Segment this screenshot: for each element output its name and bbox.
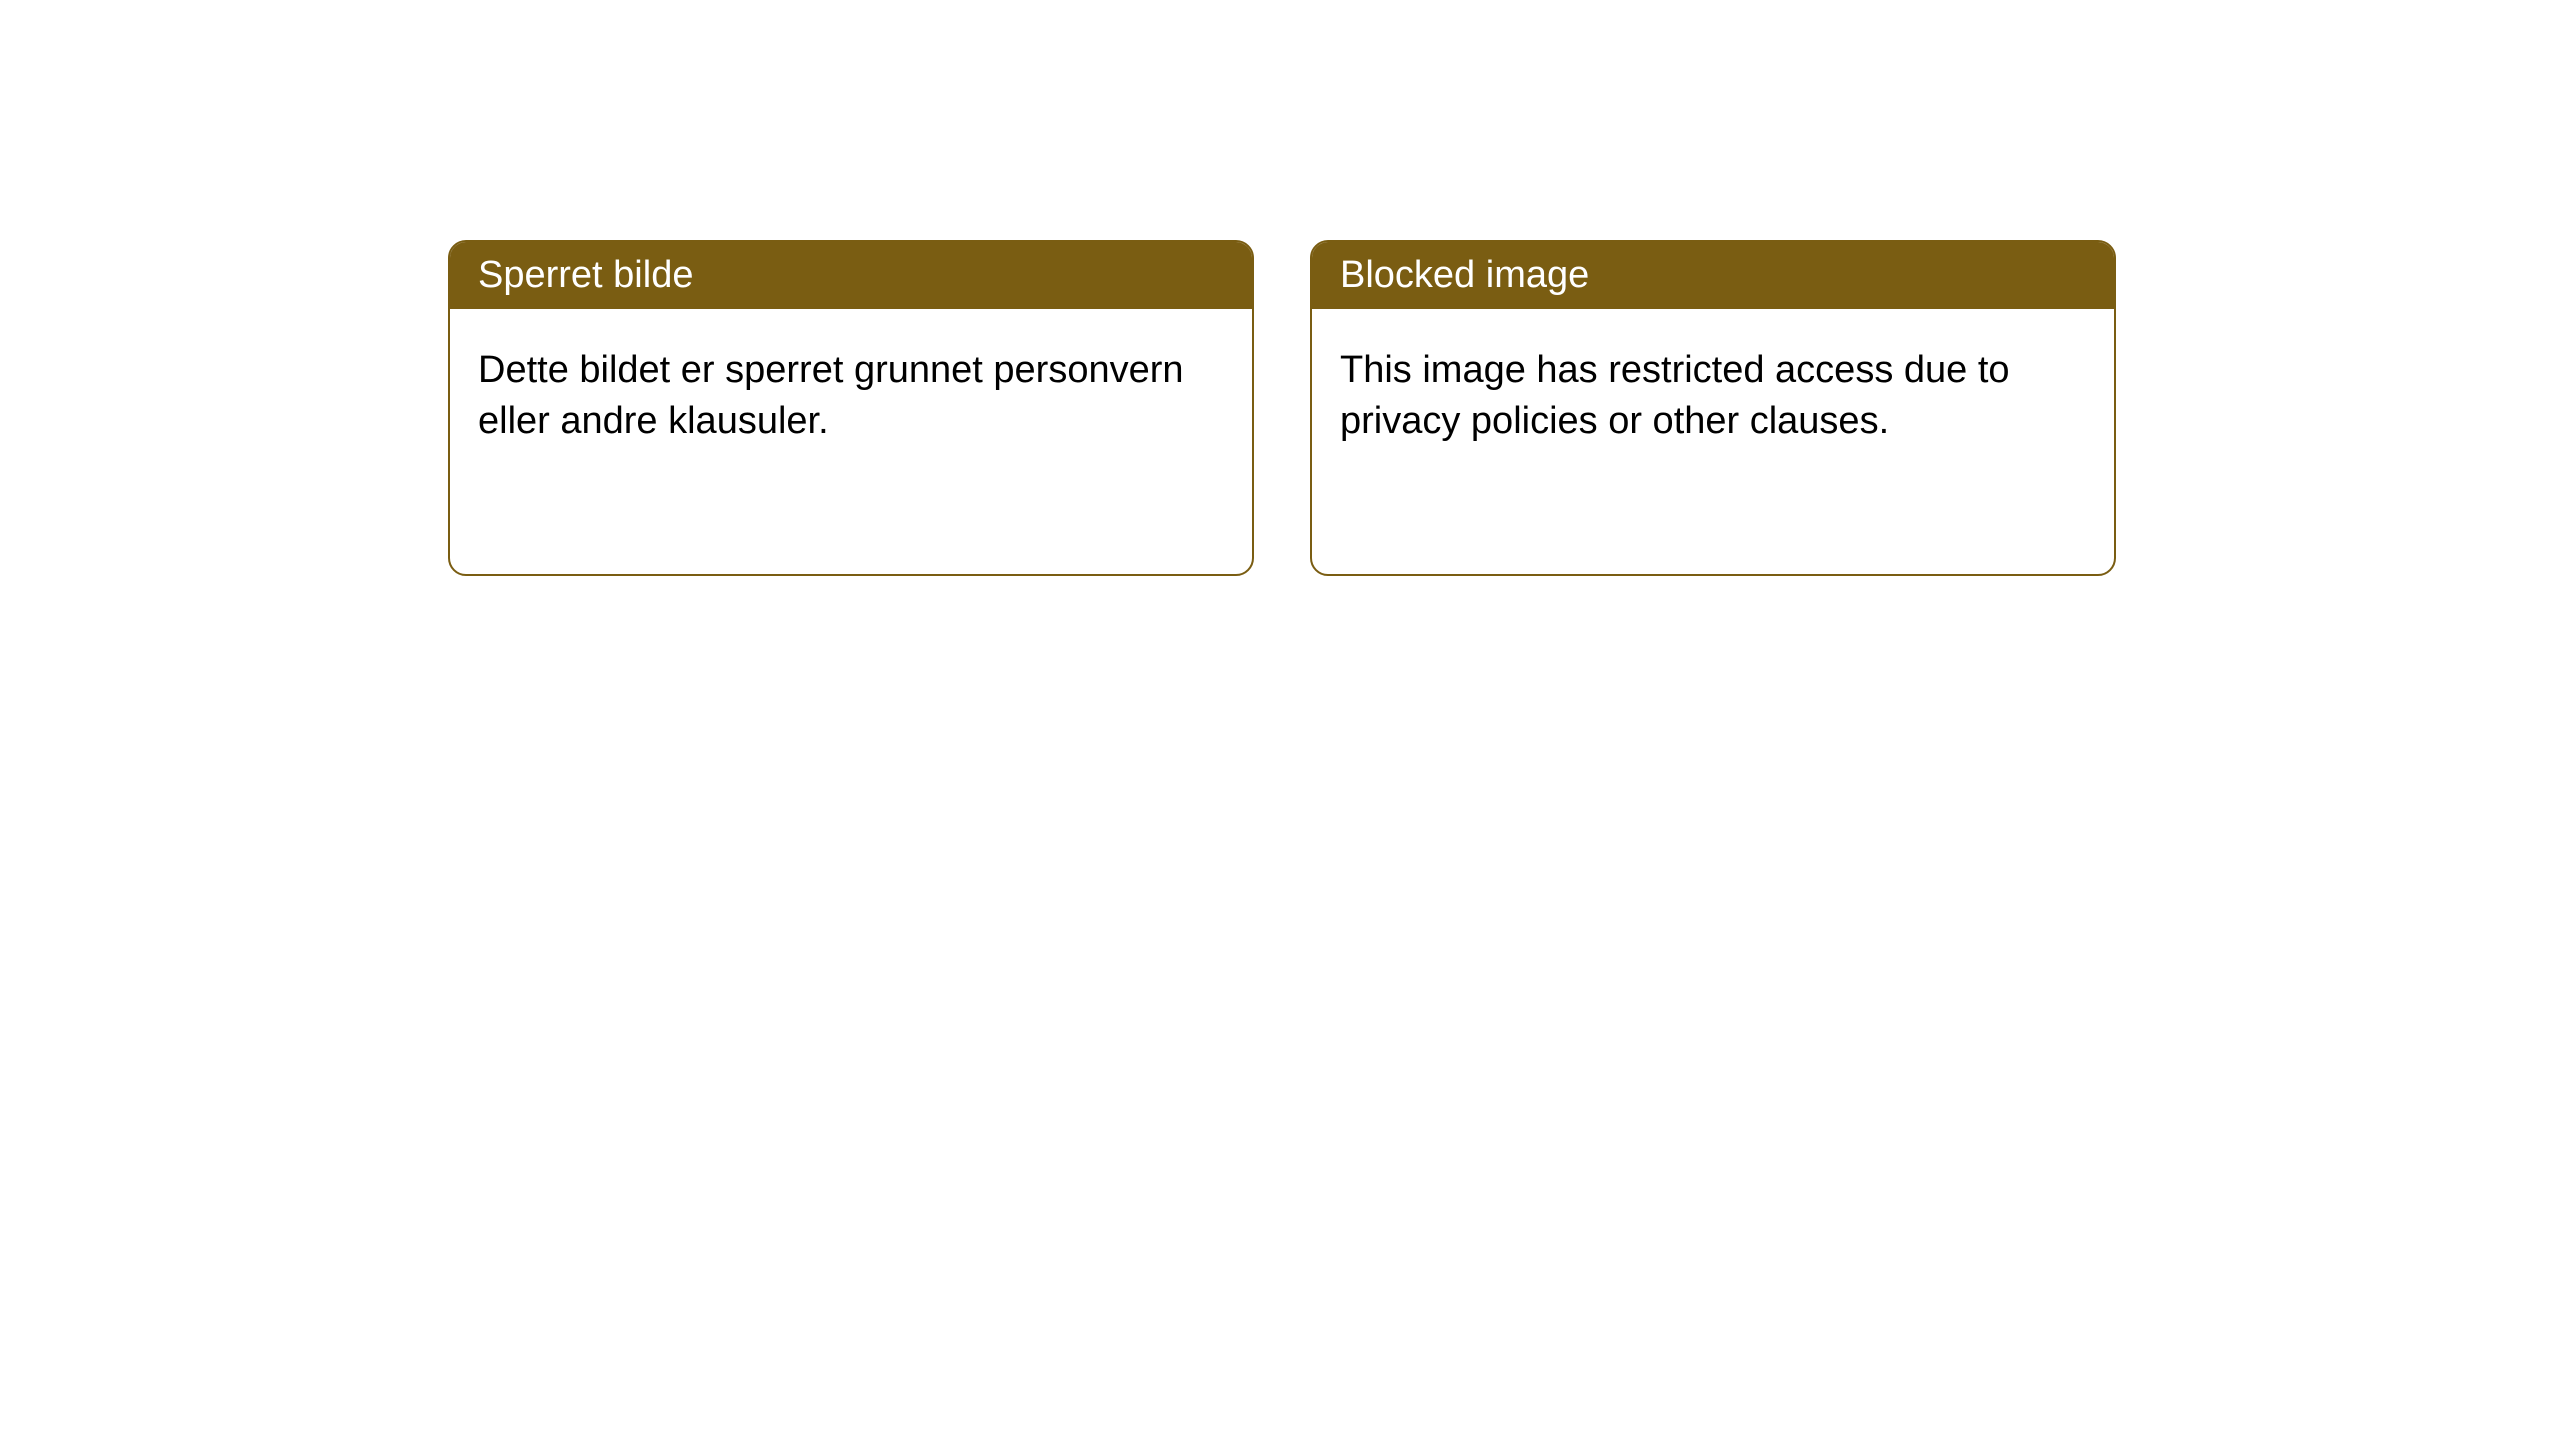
card-header-norwegian: Sperret bilde [450, 242, 1252, 309]
card-body-english: This image has restricted access due to … [1312, 309, 2114, 484]
blocked-image-card-norwegian: Sperret bilde Dette bildet er sperret gr… [448, 240, 1254, 576]
notice-container: Sperret bilde Dette bildet er sperret gr… [0, 0, 2560, 576]
card-body-norwegian: Dette bildet er sperret grunnet personve… [450, 309, 1252, 484]
card-header-english: Blocked image [1312, 242, 2114, 309]
blocked-image-card-english: Blocked image This image has restricted … [1310, 240, 2116, 576]
